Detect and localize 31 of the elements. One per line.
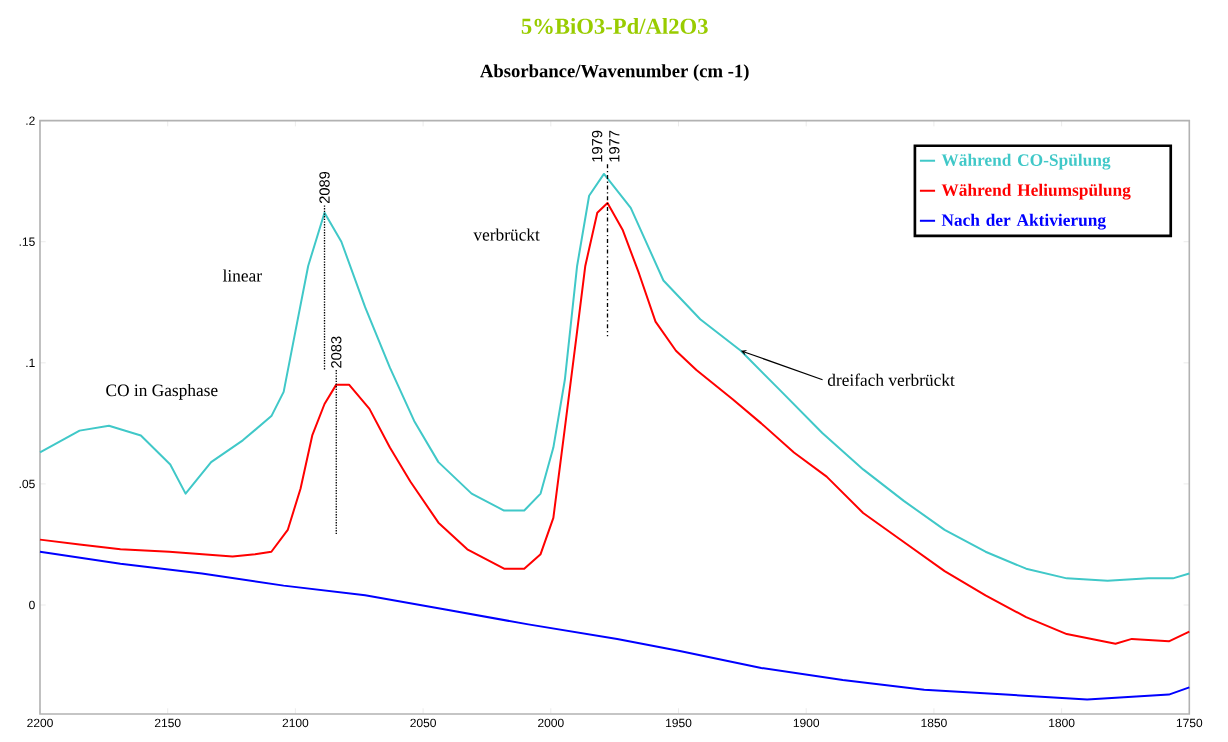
x-tick-label: 1850 (921, 718, 947, 728)
chart-subtitle: Absorbance/Wavenumber (cm -1) (480, 64, 749, 82)
annotation: CO in Gasphase (106, 383, 218, 400)
annotation: 2083 (331, 336, 342, 368)
x-tick-label: 2100 (282, 718, 309, 728)
x-tick-label: 1800 (1049, 718, 1075, 728)
x-tick-label: 1750 (1176, 718, 1203, 728)
line-series (39, 172, 1191, 582)
legend-label: Während CO-Spülung (941, 153, 1111, 170)
x-tick-label: 2150 (154, 718, 181, 728)
x-tick-label: 2000 (538, 718, 564, 728)
annotation: 1977 (609, 130, 620, 162)
y-tick-label: .2 (26, 116, 35, 125)
annotation: linear (222, 269, 262, 282)
chart-title: 5%BiO3-Pd/Al2O3 (521, 17, 708, 34)
legend-label: Während Heliumspülung (941, 183, 1131, 200)
x-tick-label: 1900 (793, 718, 820, 728)
annotation: verbrückt (473, 228, 540, 241)
x-tick-label: 2200 (27, 718, 53, 728)
line-series (39, 550, 1191, 701)
y-tick-label: .15 (19, 237, 35, 246)
annotation: 2089 (319, 171, 330, 204)
x-tick-label: 1950 (666, 718, 692, 728)
line-series (39, 201, 1191, 645)
x-tick-label: 2050 (410, 718, 436, 728)
y-tick-label: 0 (29, 600, 35, 610)
legend-label: Nach der Aktivierung (941, 213, 1106, 230)
y-tick-label: .05 (19, 479, 35, 489)
annotation: 1979 (591, 130, 603, 162)
y-tick-label: .1 (26, 358, 35, 367)
annotation: dreifach verbrückt (827, 373, 955, 386)
